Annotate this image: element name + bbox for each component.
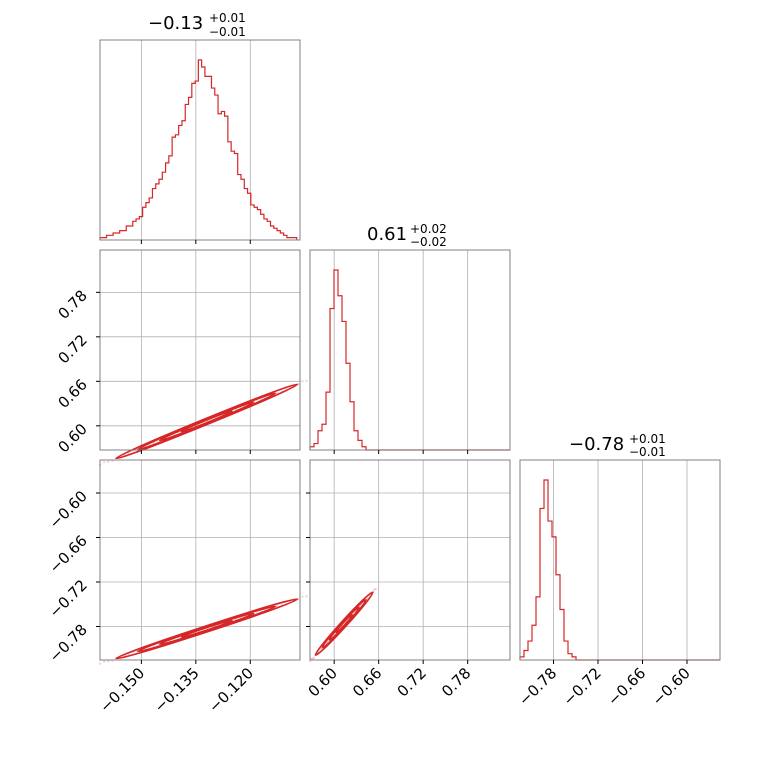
- scatter-point-1-0: [98, 662, 102, 665]
- scatter-point-2-3: [312, 656, 316, 659]
- title-param-3-plus: +0.01: [629, 432, 666, 446]
- panel-frame-1-1: [309, 249, 511, 451]
- histogram-param-2: [309, 269, 510, 451]
- title-param-2-minus: −0.02: [410, 235, 447, 249]
- xtick-label-param-2-2: 0.72: [394, 664, 430, 700]
- ytick-label-param-2-0: 0.60: [54, 420, 90, 456]
- ytick-label-param-2-3: 0.78: [54, 286, 90, 322]
- xtick-label-param-1-2: −0.120: [205, 664, 257, 716]
- grid-layer: [100, 40, 688, 660]
- scatter-point-2-0: [308, 660, 312, 663]
- scatter-point-1-49: [301, 595, 304, 598]
- title-param-1-plus: +0.01: [209, 11, 246, 25]
- ytick-label-param-2-1: 0.66: [54, 375, 90, 411]
- joint-layer: [98, 379, 377, 665]
- tick-layer: −0.150 −0.135 −0.120 0.60 0.66 0.72 0.78 −0.78−…: [46, 240, 694, 716]
- contour-1-3: [180, 619, 233, 639]
- title-param-1: −0.13: [148, 13, 203, 34]
- scatter-point-2-49: [373, 588, 376, 591]
- histogram-param-1: [99, 59, 298, 240]
- histogram-param-3: [519, 479, 720, 661]
- scatter-point-1-1: [102, 660, 106, 663]
- scatter-point-1-2: [107, 660, 110, 663]
- panel-frame-2-2: [519, 459, 721, 661]
- scatter-point-2-2: [311, 657, 314, 660]
- ytick-label-param-3-0: −0.78: [46, 621, 91, 666]
- frame-layer: [99, 39, 721, 661]
- title-param-1-minus: −0.01: [209, 25, 246, 39]
- contour-2-3: [335, 613, 354, 634]
- xtick-label-param-3-1: −0.72: [560, 664, 605, 709]
- panel-frame-2-1: [309, 459, 511, 661]
- scatter-point-0-2: [107, 460, 110, 464]
- xtick-label-param-3-3: −0.60: [649, 664, 694, 709]
- ytick-label-param-3-2: −0.66: [46, 532, 91, 577]
- title-param-3-minus: −0.01: [629, 445, 666, 459]
- panel-frame-0-0: [99, 39, 301, 241]
- panel-frame-2-0: [99, 459, 301, 661]
- xtick-label-param-1-1: −0.135: [151, 664, 203, 716]
- ytick-label-param-3-1: −0.72: [46, 576, 91, 621]
- xtick-label-param-3-0: −0.78: [515, 664, 560, 709]
- contour-0-3: [180, 410, 233, 433]
- scatter-point-2-50: [374, 588, 377, 591]
- scatter-point-0-1: [102, 461, 106, 464]
- histogram-layer: [99, 59, 720, 661]
- scatter-point-0-50: [305, 379, 308, 382]
- xtick-label-param-1-0: −0.150: [96, 664, 148, 716]
- xtick-label-param-3-2: −0.66: [604, 664, 649, 709]
- xtick-label-param-2-3: 0.78: [438, 664, 474, 700]
- scatter-point-1-50: [305, 595, 308, 598]
- scatter-point-0-49: [301, 380, 304, 383]
- xtick-label-param-2-0: 0.60: [305, 664, 341, 700]
- ytick-label-param-3-3: −0.60: [46, 487, 91, 532]
- panel-frame-1-0: [99, 249, 301, 451]
- title-param-3: −0.78: [569, 434, 624, 455]
- title-param-2-plus: +0.02: [410, 222, 447, 236]
- title-param-2: 0.61: [367, 224, 407, 245]
- xtick-label-param-2-1: 0.66: [349, 664, 385, 700]
- ytick-label-param-2-2: 0.72: [54, 331, 90, 367]
